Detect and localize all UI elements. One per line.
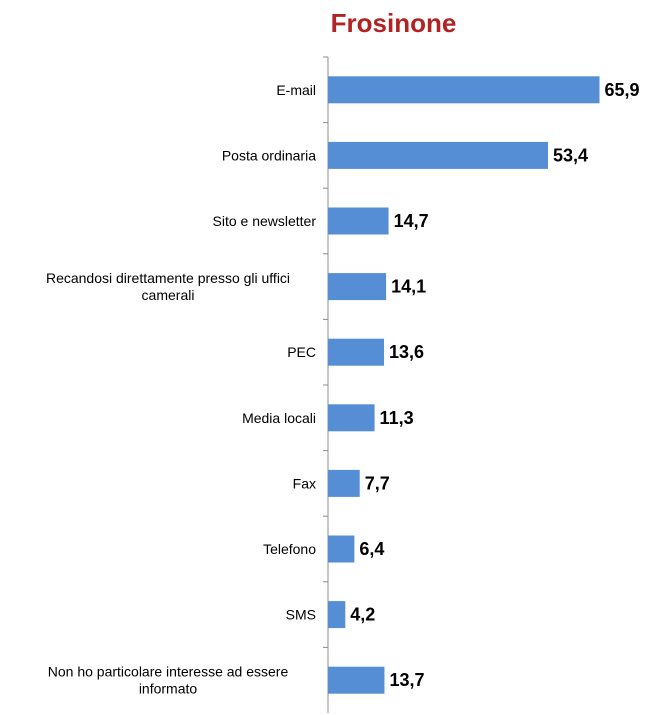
category-label: E-mail [276,82,316,98]
bar [328,338,385,366]
category-label: SMS [286,607,316,623]
category-label: Telefono [263,541,316,557]
data-label: 6,4 [359,539,384,559]
bar [328,404,375,432]
category-label: PEC [287,344,316,360]
category-label: Fax [293,475,316,491]
bar [328,469,360,497]
data-label: 13,7 [389,670,424,690]
data-label: 53,4 [553,145,588,165]
data-label: 7,7 [365,473,390,493]
bar [328,207,389,235]
category-label: Recandosi direttamente presso gli uffici… [46,270,290,303]
bar [328,601,346,629]
bar [328,76,600,104]
data-label: 4,2 [350,605,375,625]
category-label: Non ho particolare interesse ad essere in… [48,664,289,697]
bar [328,535,355,563]
chart-title: Frosinone [330,8,457,38]
bar [328,666,385,694]
data-label: 14,1 [391,277,426,297]
data-label: 11,3 [380,408,414,428]
data-label: 65,9 [605,80,640,100]
data-label: 14,7 [394,211,429,231]
bar [328,141,549,169]
bar [328,273,387,301]
category-label: Sito e newsletter [213,213,317,229]
category-label: Media locali [242,410,316,426]
data-label: 13,6 [389,342,424,362]
category-label: Posta ordinaria [222,147,316,163]
